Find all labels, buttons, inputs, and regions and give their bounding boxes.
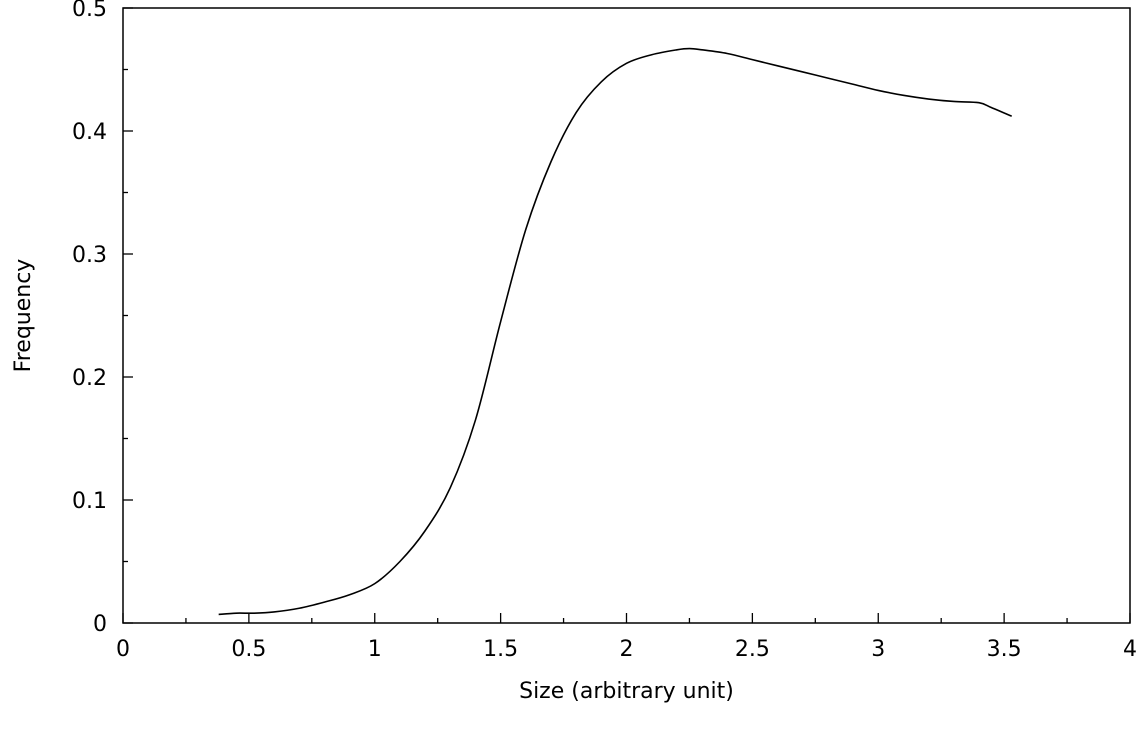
x-tick-label: 0.5 xyxy=(231,637,266,662)
y-tick-label: 0 xyxy=(93,612,107,637)
x-tick-label: 1.5 xyxy=(483,637,518,662)
x-tick-label: 4 xyxy=(1123,637,1137,662)
x-tick-label: 0 xyxy=(116,637,130,662)
x-tick-label: 2.5 xyxy=(735,637,770,662)
tick-marks xyxy=(122,7,1131,624)
y-tick-label: 0.4 xyxy=(72,120,107,145)
x-tick-label: 1 xyxy=(368,637,382,662)
y-tick-label: 0.1 xyxy=(72,489,107,514)
x-tick-label: 2 xyxy=(620,637,634,662)
x-tick-label: 3.5 xyxy=(987,637,1022,662)
y-tick-label: 0.5 xyxy=(72,0,107,22)
series-line xyxy=(218,47,1012,616)
x-axis-title: Size (arbitrary unit) xyxy=(519,679,734,704)
y-axis-title: Frequency xyxy=(11,259,36,373)
y-tick-label: 0.2 xyxy=(72,366,107,391)
tick-labels: 0 0.5 1 1.5 2 2.5 3 3.5 4 0 0.1 0.2 0.3 0.4 0.5 xyxy=(72,0,1137,662)
y-tick-label: 0.3 xyxy=(72,243,107,268)
x-tick-label: 3 xyxy=(871,637,885,662)
